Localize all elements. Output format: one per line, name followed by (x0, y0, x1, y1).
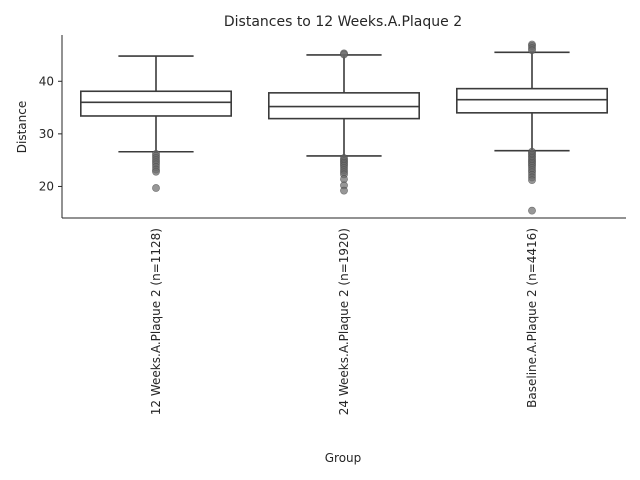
outlier-point (528, 46, 536, 55)
y-tick-label: 30 (39, 127, 54, 141)
y-ticks: 20 30 40 (39, 74, 62, 193)
x-tick-label: 12 Weeks.A.Plaque 2 (n=1128) (149, 228, 163, 415)
x-axis-label: Group (325, 451, 362, 465)
box-group (267, 49, 420, 195)
x-tick-label: Baseline.A.Plaque 2 (n=4416) (525, 228, 539, 408)
outlier-point (340, 50, 348, 59)
chart-title: Distances to 12 Weeks.A.Plaque 2 (224, 14, 462, 30)
outlier-point (152, 167, 160, 176)
box-iqr (80, 90, 232, 117)
x-tick-label: 24 Weeks.A.Plaque 2 (n=1920) (337, 228, 351, 415)
y-axis-label: Distance (15, 101, 29, 153)
x-ticks: 12 Weeks.A.Plaque 2 (n=1128) 24 Weeks.A.P… (149, 228, 539, 415)
box-group (455, 40, 608, 215)
box-iqr (455, 87, 608, 114)
outlier-point (528, 206, 536, 215)
outlier-point (340, 186, 348, 195)
boxes (80, 40, 608, 215)
y-tick-label: 40 (39, 74, 54, 88)
outlier-point (152, 184, 160, 192)
y-tick-label: 20 (39, 179, 54, 193)
box-group (80, 55, 232, 192)
outlier-point (528, 176, 536, 185)
